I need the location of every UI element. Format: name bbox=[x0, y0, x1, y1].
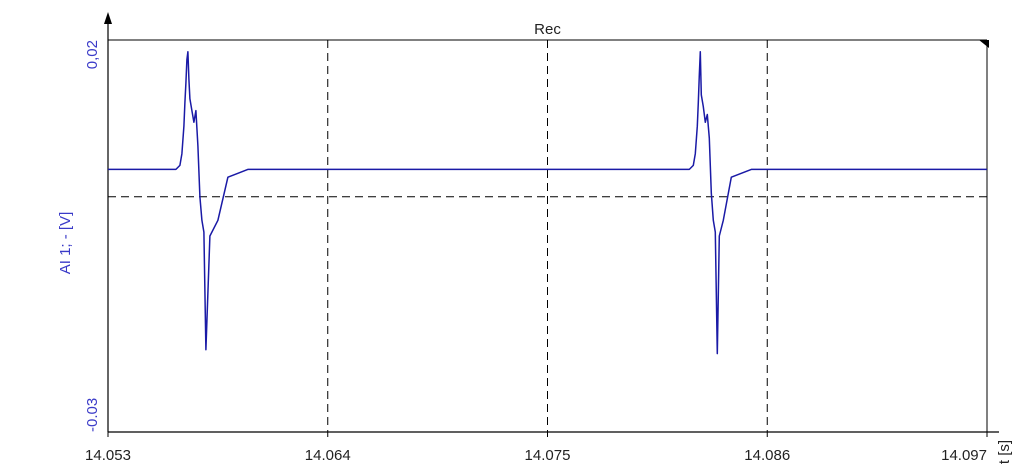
series-layer bbox=[108, 51, 987, 355]
x-tick-label: 14.097 bbox=[941, 447, 987, 464]
x-axis-label: t [s] bbox=[996, 440, 1013, 464]
chart-title: Rec bbox=[534, 21, 561, 38]
y-tick-label: 0,02 bbox=[84, 40, 101, 69]
labels-layer: Rec 14.053 14.064 14.075 14.086 14.097 0,02 -0.… bbox=[57, 21, 1013, 464]
y-axis-arrow bbox=[104, 12, 112, 24]
x-tick-label: 14.053 bbox=[85, 447, 131, 464]
axes-layer bbox=[104, 12, 999, 437]
y-axis-label: AI 1; - [V] bbox=[57, 212, 74, 275]
signal-line bbox=[108, 51, 987, 355]
x-tick-label: 14.086 bbox=[744, 447, 790, 464]
x-tick-label: 14.064 bbox=[305, 447, 351, 464]
corner-marker bbox=[979, 40, 989, 48]
y-tick-label: -0.03 bbox=[84, 398, 101, 432]
x-tick-label: 14.075 bbox=[525, 447, 571, 464]
grid-layer bbox=[108, 40, 987, 432]
